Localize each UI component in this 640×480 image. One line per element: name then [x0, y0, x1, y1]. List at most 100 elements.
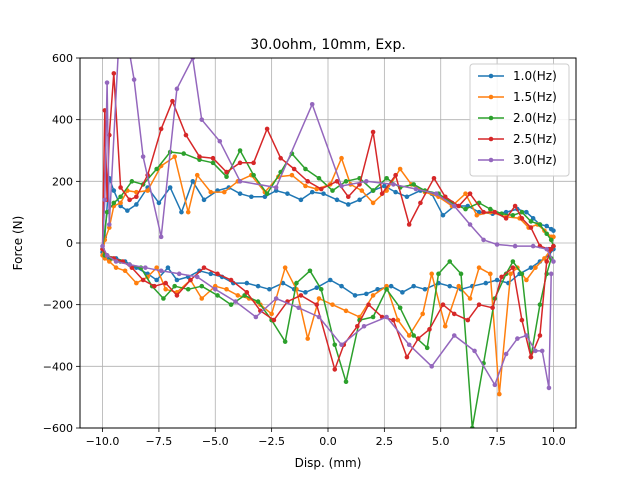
data-point — [273, 296, 279, 301]
data-point — [524, 209, 529, 215]
data-point — [224, 286, 229, 292]
data-point — [339, 283, 344, 289]
data-point — [208, 271, 214, 277]
data-point — [497, 391, 502, 397]
data-point — [404, 354, 410, 360]
data-point — [512, 243, 518, 249]
x-tick-label: −10.0 — [86, 435, 120, 448]
data-point — [361, 323, 367, 329]
data-point — [463, 206, 468, 212]
data-point — [510, 259, 516, 264]
data-point — [332, 342, 338, 348]
data-point — [503, 209, 509, 215]
data-point — [228, 302, 234, 307]
data-point — [305, 179, 311, 184]
data-point — [154, 166, 159, 172]
data-point — [456, 203, 462, 209]
data-point — [503, 351, 509, 357]
data-point — [406, 342, 412, 348]
data-point — [163, 280, 168, 286]
data-point — [537, 302, 543, 307]
data-point — [104, 80, 110, 85]
data-point — [411, 283, 416, 289]
data-point — [548, 246, 554, 252]
data-point — [249, 194, 254, 200]
data-point — [436, 271, 441, 277]
data-point — [472, 348, 477, 354]
data-point — [210, 155, 216, 161]
series-2.0(Hz) — [100, 148, 556, 428]
data-point — [118, 200, 123, 206]
data-point — [163, 286, 168, 292]
data-point — [267, 286, 272, 292]
data-point — [237, 179, 243, 184]
data-point — [237, 160, 243, 166]
data-point — [176, 271, 182, 277]
data-point — [127, 197, 132, 203]
data-point — [442, 194, 448, 200]
data-point — [391, 317, 396, 323]
data-point — [339, 155, 344, 161]
data-point — [307, 268, 313, 274]
data-point — [447, 283, 453, 289]
x-tick-label: −5.0 — [202, 435, 229, 448]
legend: 1.0(Hz) 1.5(Hz) 2.0(Hz) 2.5(Hz) 3.0(Hz) — [469, 63, 570, 177]
data-point — [167, 185, 173, 190]
data-point — [154, 277, 159, 283]
data-point — [244, 280, 250, 286]
data-point — [418, 200, 423, 206]
legend-box — [469, 63, 570, 177]
data-point — [548, 226, 554, 232]
data-point — [282, 265, 288, 270]
data-point — [181, 151, 187, 156]
data-point — [474, 212, 480, 218]
data-point — [303, 290, 308, 295]
data-point — [158, 126, 164, 132]
data-point — [451, 311, 457, 317]
y-tick-label: −600 — [43, 422, 73, 435]
data-point — [528, 225, 534, 230]
data-point — [544, 231, 549, 237]
data-point — [519, 317, 525, 323]
data-point — [420, 311, 425, 317]
data-point — [451, 333, 457, 338]
data-point — [427, 327, 432, 332]
legend-item: 3.0(Hz) — [478, 153, 557, 167]
data-point — [212, 286, 218, 292]
y-axis: −600 −400 −200 0 200 400 600 — [43, 52, 80, 435]
data-point — [174, 293, 180, 298]
data-point — [406, 222, 412, 227]
data-point — [370, 314, 376, 320]
data-point — [519, 271, 525, 277]
data-point — [546, 385, 552, 391]
data-point — [494, 277, 500, 283]
data-point — [467, 296, 473, 301]
data-point — [539, 348, 545, 354]
data-point — [481, 237, 486, 243]
data-point — [237, 148, 243, 153]
data-point — [118, 185, 123, 190]
data-point — [321, 191, 326, 196]
data-point — [183, 132, 189, 138]
data-point — [397, 305, 403, 311]
data-point — [131, 77, 137, 82]
data-point — [113, 265, 119, 270]
data-point — [456, 283, 462, 289]
data-point — [316, 314, 322, 320]
data-point — [224, 174, 229, 180]
legend-label: 2.0(Hz) — [513, 111, 557, 125]
series-3.0(Hz) — [100, 58, 556, 391]
data-point — [397, 166, 403, 172]
data-point — [355, 323, 360, 329]
data-point — [429, 271, 435, 277]
data-point — [221, 189, 227, 195]
data-point — [217, 138, 223, 144]
x-axis: −10.0 −7.5 −5.0 −2.5 0.0 2.5 5.0 7.5 10.0 — [86, 428, 566, 448]
data-point — [515, 336, 520, 341]
y-axis-label: Force (N) — [11, 216, 25, 271]
legend-item: 2.0(Hz) — [478, 111, 557, 125]
data-point — [364, 291, 369, 297]
data-point — [488, 271, 493, 277]
data-point — [289, 172, 295, 178]
